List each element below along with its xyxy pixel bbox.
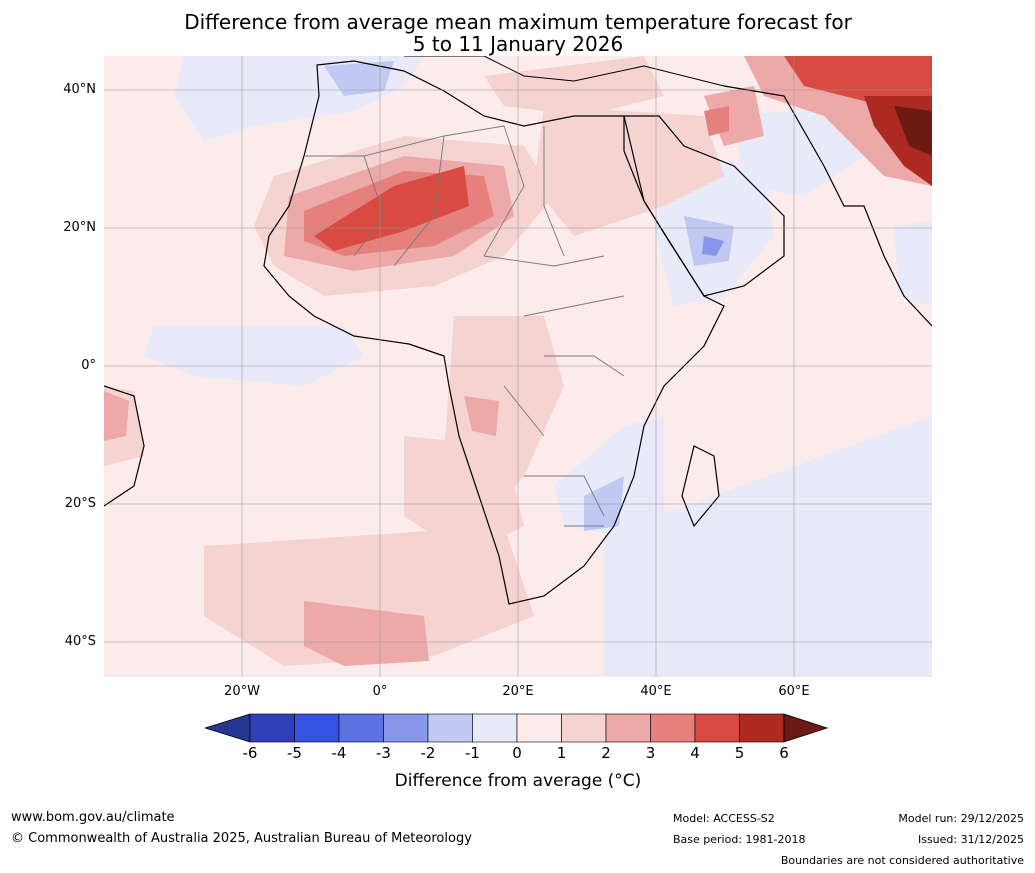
cool-region-india: [894, 221, 932, 306]
cool-region-mozambique: [554, 416, 664, 536]
footer-website: www.bom.gov.au/climate: [11, 810, 175, 825]
colorbar-label: Difference from average (°C): [394, 771, 642, 791]
graticule: [104, 56, 932, 677]
cool-region-gulf-of-guinea: [144, 326, 364, 386]
footer-base-period: Base period: 1981-2018: [673, 833, 806, 846]
warm-region-egypt: [534, 106, 724, 236]
colorbar-swatch: [338, 713, 384, 743]
lat-label-40n: 40°N: [63, 82, 96, 97]
footer-disclaimer: Boundaries are not considered authoritat…: [780, 854, 1024, 867]
warm-region-angola: [464, 396, 499, 436]
cool-region-yemen: [702, 236, 724, 256]
colorbar-tick-label: 6: [779, 744, 789, 762]
colorbar-swatch: [427, 713, 473, 743]
colorbar-tick-label: 3: [645, 744, 656, 762]
warm-region-south-atlantic-core: [304, 601, 429, 666]
asia-coastline: [723, 85, 932, 327]
lon-label-20w: 20°W: [224, 684, 260, 699]
colorbar-tick-label: -1: [465, 744, 480, 762]
colorbar-swatch: [249, 713, 295, 743]
europe-coastline: [404, 56, 725, 87]
colorbar-tick-label: -2: [420, 744, 436, 762]
map-title-line-2: 5 to 11 January 2026: [412, 32, 624, 56]
cool-region-iberia: [324, 61, 394, 96]
footer-model: Model: ACCESS-S2: [673, 812, 775, 825]
colorbar-tick-label: 0: [512, 744, 522, 762]
lat-label-0: 0°: [81, 358, 96, 373]
colorbar-swatch: [472, 713, 518, 743]
lat-label-40s: 40°S: [64, 634, 96, 649]
country-boundaries: [304, 125, 625, 527]
cool-region-zimbabwe: [584, 476, 624, 531]
lat-label-20n: 20°N: [63, 220, 96, 235]
warm-region-namibia: [404, 436, 524, 556]
lat-label-20s: 20°S: [64, 496, 96, 511]
colorbar-swatch: [294, 713, 340, 743]
warm-region-iraq: [704, 106, 729, 136]
colorbar-tick-label: -4: [331, 744, 347, 762]
colorbar-tick-label: -5: [287, 744, 302, 762]
cool-region-iran: [734, 106, 864, 196]
lon-label-60e: 60°E: [778, 684, 810, 699]
south-america-coastline: [104, 385, 145, 507]
footer-issued: Issued: 31/12/2025: [917, 833, 1024, 846]
colorbar-arrow-low: [205, 713, 251, 743]
colorbar-swatch: [516, 713, 562, 743]
colorbar: [205, 713, 829, 743]
colorbar-swatch: [561, 713, 607, 743]
footer-model-run: Model run: 29/12/2025: [898, 812, 1024, 825]
colorbar-swatch: [694, 713, 740, 743]
warm-region-sahara-core: [314, 166, 469, 251]
colorbar-tick-label: -6: [242, 744, 258, 762]
lon-label-0: 0°: [372, 684, 388, 699]
lon-label-40e: 40°E: [640, 684, 672, 699]
warm-region-himalaya-core: [894, 106, 932, 156]
colorbar-swatch: [605, 713, 651, 743]
colorbar-swatch: [739, 713, 785, 743]
forecast-map: [104, 56, 932, 677]
colorbar-swatch: [383, 713, 429, 743]
colorbar-arrow-high: [783, 713, 829, 743]
footer-copyright: © Commonwealth of Australia 2025, Austra…: [11, 831, 472, 846]
map-svg: [104, 56, 932, 677]
colorbar-tick-label: 2: [601, 744, 611, 762]
colorbar-tick-label: -3: [376, 744, 391, 762]
colorbar-tick-label: 4: [690, 744, 700, 762]
colorbar-tick-label: 5: [734, 744, 745, 762]
map-title-line-1: Difference from average mean maximum tem…: [184, 10, 852, 34]
colorbar-swatch: [650, 713, 696, 743]
africa-coastline: [263, 60, 725, 605]
lon-label-20e: 20°E: [502, 684, 534, 699]
warm-region-south-atlantic: [204, 526, 534, 666]
colorbar-tick-label: 1: [556, 744, 567, 762]
warm-region-brazil-core: [104, 391, 129, 441]
cool-region-indian-ocean: [604, 416, 932, 677]
madagascar-coastline: [681, 445, 720, 528]
